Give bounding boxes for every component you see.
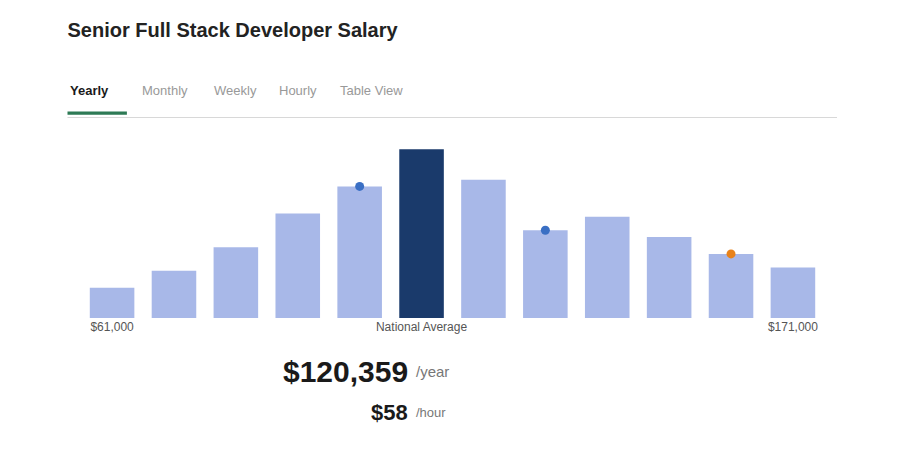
svg-text:/year: /year [416,363,449,380]
svg-text:National Average: National Average [376,320,468,334]
svg-text:Table View: Table View [340,83,403,98]
svg-text:Hourly: Hourly [279,83,317,98]
svg-text:Senior Full Stack Developer Sa: Senior Full Stack Developer Salary [68,19,399,41]
svg-text:$171,000: $171,000 [768,320,818,334]
svg-text:$58: $58 [371,400,408,425]
svg-text:/hour: /hour [416,405,446,420]
svg-text:Monthly: Monthly [142,83,188,98]
svg-text:Yearly: Yearly [70,83,109,98]
svg-text:$120,359: $120,359 [283,355,408,388]
svg-text:$61,000: $61,000 [90,320,134,334]
svg-text:Weekly: Weekly [214,83,257,98]
